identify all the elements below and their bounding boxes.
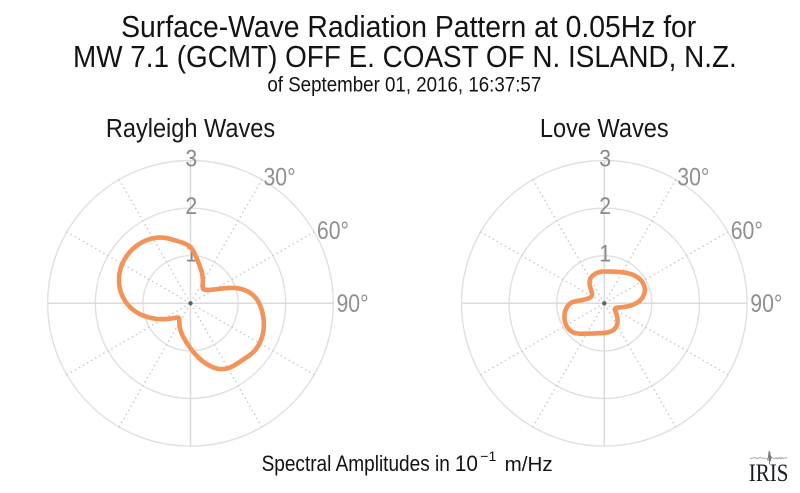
- svg-text:1: 1: [185, 239, 197, 267]
- svg-text:90°: 90°: [750, 289, 782, 317]
- svg-text:of September 01, 2016, 16:37:5: of September 01, 2016, 16:37:57: [267, 73, 541, 96]
- svg-text:30°: 30°: [264, 163, 296, 191]
- svg-text:3: 3: [599, 144, 611, 172]
- svg-text:m/Hz: m/Hz: [505, 453, 553, 476]
- svg-text:−1: −1: [480, 449, 496, 465]
- svg-text:10: 10: [455, 450, 478, 476]
- svg-text:2: 2: [185, 192, 197, 220]
- svg-text:Love Waves: Love Waves: [540, 115, 669, 143]
- svg-text:IRIS: IRIS: [749, 458, 789, 486]
- svg-text:Rayleigh Waves: Rayleigh Waves: [106, 115, 275, 143]
- svg-text:3: 3: [185, 144, 197, 172]
- svg-text:90°: 90°: [337, 289, 369, 317]
- svg-text:Surface-Wave Radiation Pattern: Surface-Wave Radiation Pattern at 0.05Hz…: [121, 10, 696, 44]
- svg-text:60°: 60°: [731, 216, 763, 244]
- svg-text:30°: 30°: [677, 163, 709, 191]
- svg-text:2: 2: [599, 192, 611, 220]
- svg-text:1: 1: [599, 239, 611, 267]
- svg-text:Spectral Amplitudes in: Spectral Amplitudes in: [262, 452, 450, 477]
- svg-text:MW 7.1 (GCMT) OFF E. COAST OF: MW 7.1 (GCMT) OFF E. COAST OF N. ISLAND,…: [73, 41, 737, 74]
- svg-text:60°: 60°: [317, 216, 349, 244]
